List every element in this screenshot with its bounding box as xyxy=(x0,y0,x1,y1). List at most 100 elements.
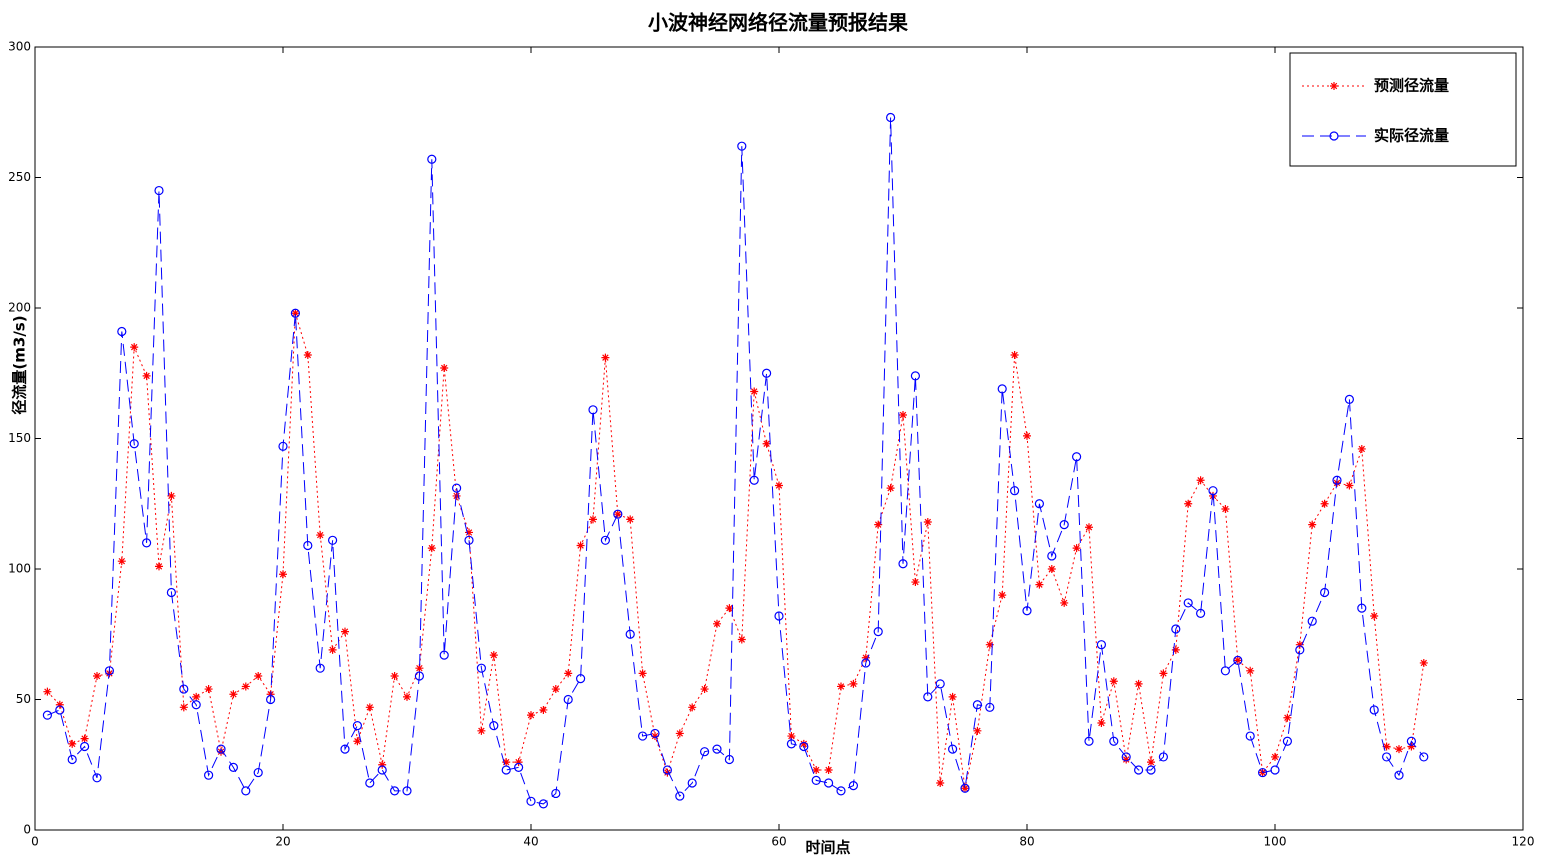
marker xyxy=(923,692,933,702)
marker xyxy=(713,619,721,628)
marker xyxy=(278,441,288,451)
legend-label: 实际径流量 xyxy=(1374,127,1449,145)
marker xyxy=(1109,677,1118,686)
marker xyxy=(1270,765,1280,775)
marker xyxy=(1147,758,1155,767)
marker xyxy=(216,744,226,754)
marker xyxy=(898,559,908,569)
marker xyxy=(1195,608,1206,618)
marker xyxy=(700,685,709,694)
x-tick-label: 80 xyxy=(1019,835,1034,849)
marker xyxy=(1245,731,1255,741)
marker xyxy=(687,778,697,788)
marker xyxy=(948,692,957,701)
marker xyxy=(812,765,821,774)
marker xyxy=(1010,350,1019,359)
marker xyxy=(1035,580,1044,589)
marker xyxy=(848,781,859,791)
marker xyxy=(973,726,982,735)
marker xyxy=(167,491,176,500)
marker xyxy=(923,518,932,527)
marker xyxy=(390,672,399,681)
marker xyxy=(651,732,659,741)
marker xyxy=(1121,752,1131,762)
marker xyxy=(675,729,684,738)
marker xyxy=(489,651,498,660)
marker xyxy=(1221,504,1230,513)
marker xyxy=(68,739,77,748)
marker xyxy=(1059,520,1069,530)
marker xyxy=(824,765,833,774)
marker xyxy=(241,682,250,691)
marker xyxy=(229,690,238,699)
legend-label: 预测径流量 xyxy=(1374,77,1449,95)
marker xyxy=(762,439,771,448)
x-tick-label: 40 xyxy=(523,835,538,849)
marker xyxy=(688,703,697,712)
marker xyxy=(985,702,995,712)
marker xyxy=(874,520,883,529)
marker xyxy=(253,767,263,778)
marker xyxy=(1097,718,1106,727)
marker xyxy=(55,705,65,715)
marker xyxy=(155,562,163,571)
legend-box xyxy=(1289,52,1517,167)
marker xyxy=(749,475,759,485)
marker xyxy=(663,768,672,777)
marker xyxy=(563,694,573,705)
marker xyxy=(92,773,102,783)
marker xyxy=(564,669,573,678)
marker xyxy=(179,684,189,694)
y-tick-label: 300 xyxy=(8,40,31,54)
marker xyxy=(1084,736,1094,746)
marker xyxy=(315,663,325,673)
marker xyxy=(650,728,660,739)
marker xyxy=(328,645,337,654)
marker xyxy=(129,439,139,449)
y-tick-label: 0 xyxy=(23,823,31,837)
marker xyxy=(1344,394,1355,404)
marker xyxy=(899,411,907,420)
marker xyxy=(1308,520,1317,529)
marker xyxy=(328,535,338,545)
marker xyxy=(1330,82,1338,90)
marker xyxy=(997,384,1007,394)
marker xyxy=(1233,656,1242,665)
marker xyxy=(465,528,473,537)
marker xyxy=(1319,587,1330,598)
marker xyxy=(637,731,648,741)
marker xyxy=(341,627,349,636)
marker xyxy=(1246,666,1255,675)
marker xyxy=(1295,645,1305,655)
marker xyxy=(1196,476,1205,485)
marker xyxy=(378,760,387,769)
marker xyxy=(1171,645,1180,654)
marker xyxy=(823,778,834,788)
marker xyxy=(1072,544,1081,553)
y-tick-label: 250 xyxy=(8,170,31,184)
marker xyxy=(849,679,858,688)
marker xyxy=(1357,603,1367,613)
marker xyxy=(1257,767,1268,778)
marker xyxy=(1329,131,1339,141)
marker xyxy=(1320,499,1329,508)
marker xyxy=(1085,523,1093,532)
marker xyxy=(837,682,845,691)
marker xyxy=(1133,765,1144,775)
marker xyxy=(1419,752,1429,762)
marker xyxy=(551,685,560,694)
marker xyxy=(861,653,870,662)
marker xyxy=(415,664,424,673)
marker xyxy=(774,611,784,621)
series-line xyxy=(47,117,1425,805)
marker xyxy=(489,720,499,731)
chart-title: 小波神经网络径流量预报结果 xyxy=(648,11,908,35)
marker xyxy=(699,747,710,757)
marker xyxy=(365,778,375,788)
marker xyxy=(291,309,300,318)
marker xyxy=(1071,452,1082,462)
marker xyxy=(79,741,90,752)
marker xyxy=(1183,598,1193,608)
marker xyxy=(1171,624,1181,634)
